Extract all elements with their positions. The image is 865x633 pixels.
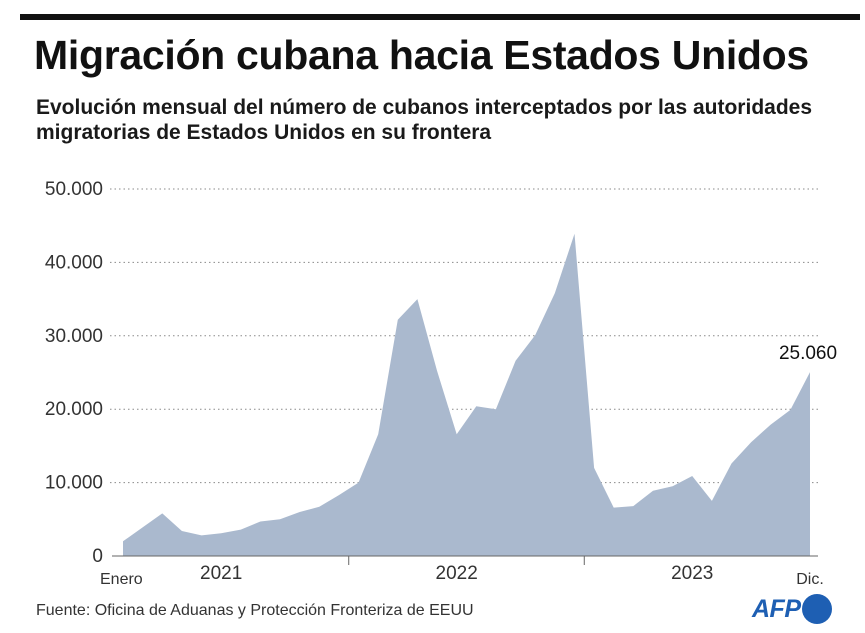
chart-subtitle: Evolución mensual del número de cubanos … — [36, 96, 813, 144]
source-note: Fuente: Oficina de Aduanas y Protección … — [36, 602, 474, 619]
afp-logo-dot-icon — [801, 594, 832, 624]
y-tick-label: 10.000 — [45, 473, 103, 494]
y-tick-label: 20.000 — [45, 399, 103, 420]
top-rule — [20, 14, 860, 20]
y-tick-label: 30.000 — [45, 326, 103, 347]
data-label-last-value: 25.060 — [779, 343, 837, 364]
x-tick-label: 2023 — [671, 563, 713, 584]
series-area — [123, 233, 810, 557]
x-tick-label: 2022 — [436, 563, 478, 584]
x-tick-label: 2021 — [200, 563, 242, 584]
afp-logo-text: AFP — [752, 594, 801, 623]
x-tick-label: Dic. — [796, 571, 824, 588]
afp-logo: AFP — [752, 593, 832, 625]
chart-title: Migración cubana hacia Estados Unidos — [34, 32, 809, 78]
y-tick-label: 40.000 — [45, 252, 103, 273]
x-tick-label: Enero — [100, 571, 143, 588]
y-tick-label: 50.000 — [45, 179, 103, 200]
y-tick-label: 0 — [92, 546, 103, 567]
